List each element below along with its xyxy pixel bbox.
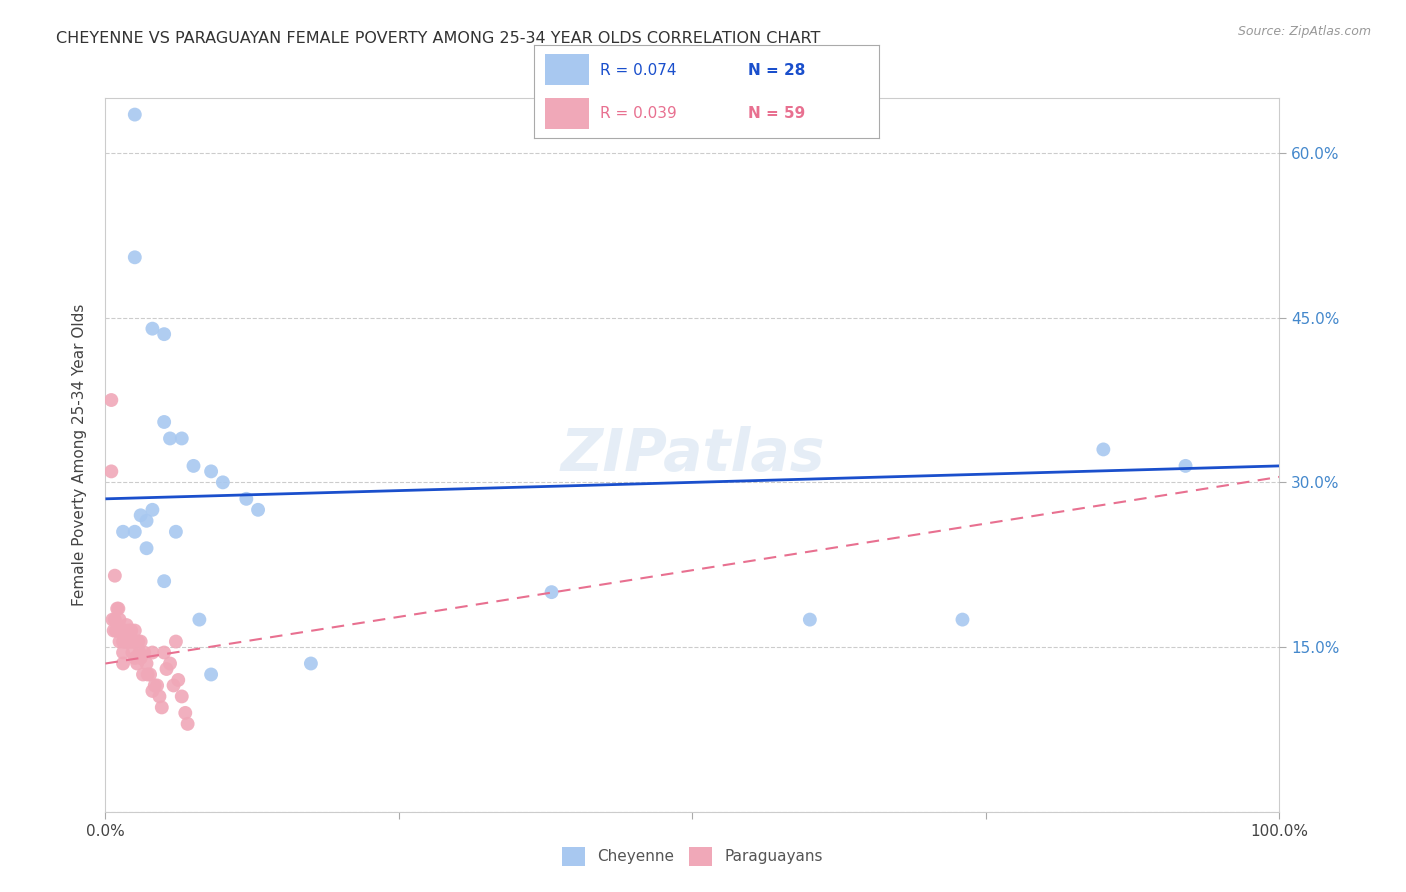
Point xyxy=(134,646,156,660)
Point xyxy=(135,541,157,556)
Point xyxy=(141,321,163,335)
Point xyxy=(117,634,139,648)
Point xyxy=(124,624,146,638)
Point xyxy=(105,601,128,615)
Point xyxy=(105,624,128,638)
Point xyxy=(128,646,150,660)
Point xyxy=(141,503,163,517)
Point xyxy=(105,624,128,638)
Point xyxy=(159,657,181,671)
Point xyxy=(120,624,142,638)
Point xyxy=(167,673,190,687)
Point xyxy=(124,524,146,539)
Point xyxy=(170,432,193,446)
Point xyxy=(110,624,132,638)
Point xyxy=(165,634,187,648)
Point xyxy=(112,657,135,671)
Point xyxy=(129,634,152,648)
Point xyxy=(100,464,122,478)
Point xyxy=(170,690,193,704)
Point xyxy=(129,651,152,665)
Point xyxy=(112,524,135,539)
Point xyxy=(183,458,205,473)
Point xyxy=(108,634,131,648)
Point xyxy=(103,624,125,638)
Point xyxy=(114,624,136,638)
Point xyxy=(200,667,222,681)
Point xyxy=(139,667,162,681)
Point xyxy=(1092,442,1115,457)
Text: N = 28: N = 28 xyxy=(748,62,806,78)
Point xyxy=(120,634,142,648)
Point xyxy=(115,634,138,648)
Point xyxy=(124,107,146,121)
Y-axis label: Female Poverty Among 25-34 Year Olds: Female Poverty Among 25-34 Year Olds xyxy=(72,304,87,606)
Point xyxy=(125,634,148,648)
Point xyxy=(122,634,145,648)
Point xyxy=(143,678,166,692)
Point xyxy=(188,613,211,627)
Point xyxy=(141,684,163,698)
Point xyxy=(104,613,127,627)
Point xyxy=(112,624,135,638)
Point xyxy=(124,634,146,648)
Point xyxy=(135,514,157,528)
Point xyxy=(111,624,134,638)
Point xyxy=(129,508,152,523)
Point xyxy=(235,491,257,506)
Point xyxy=(162,678,184,692)
Point xyxy=(165,524,187,539)
Point xyxy=(124,651,146,665)
Point xyxy=(121,646,143,660)
Point xyxy=(153,646,176,660)
Point xyxy=(112,634,135,648)
Point xyxy=(136,667,159,681)
Bar xyxy=(544,54,589,85)
Point xyxy=(108,613,131,627)
Point xyxy=(174,706,197,720)
Point xyxy=(176,717,198,731)
Legend: Cheyenne, Paraguayans: Cheyenne, Paraguayans xyxy=(555,841,830,871)
Point xyxy=(124,250,146,264)
Point xyxy=(112,646,135,660)
Point xyxy=(132,667,155,681)
Point xyxy=(100,392,122,407)
Point xyxy=(101,613,124,627)
Text: N = 59: N = 59 xyxy=(748,106,806,121)
Point xyxy=(247,503,270,517)
Point xyxy=(153,574,176,589)
Point xyxy=(155,662,177,676)
Point xyxy=(150,700,173,714)
Point xyxy=(141,646,163,660)
Point xyxy=(107,601,129,615)
Text: R = 0.074: R = 0.074 xyxy=(600,62,676,78)
Text: Source: ZipAtlas.com: Source: ZipAtlas.com xyxy=(1237,25,1371,38)
Point xyxy=(1174,458,1197,473)
Point xyxy=(118,624,141,638)
Point xyxy=(211,475,233,490)
Text: CHEYENNE VS PARAGUAYAN FEMALE POVERTY AMONG 25-34 YEAR OLDS CORRELATION CHART: CHEYENNE VS PARAGUAYAN FEMALE POVERTY AM… xyxy=(56,31,821,46)
Point xyxy=(148,690,170,704)
Point xyxy=(135,657,157,671)
Point xyxy=(540,585,562,599)
Text: ZIPatlas: ZIPatlas xyxy=(560,426,825,483)
Point xyxy=(159,432,181,446)
Point xyxy=(952,613,974,627)
Point xyxy=(127,657,149,671)
Point xyxy=(104,568,127,582)
Point xyxy=(127,634,149,648)
Point xyxy=(299,657,322,671)
Point xyxy=(120,634,142,648)
Point xyxy=(799,613,821,627)
Bar xyxy=(544,98,589,129)
Point xyxy=(153,327,176,342)
Point xyxy=(146,678,169,692)
Point xyxy=(118,634,141,648)
Point xyxy=(200,464,222,478)
Point xyxy=(153,415,176,429)
Point xyxy=(115,618,138,632)
Point xyxy=(112,634,135,648)
Text: R = 0.039: R = 0.039 xyxy=(600,106,676,121)
